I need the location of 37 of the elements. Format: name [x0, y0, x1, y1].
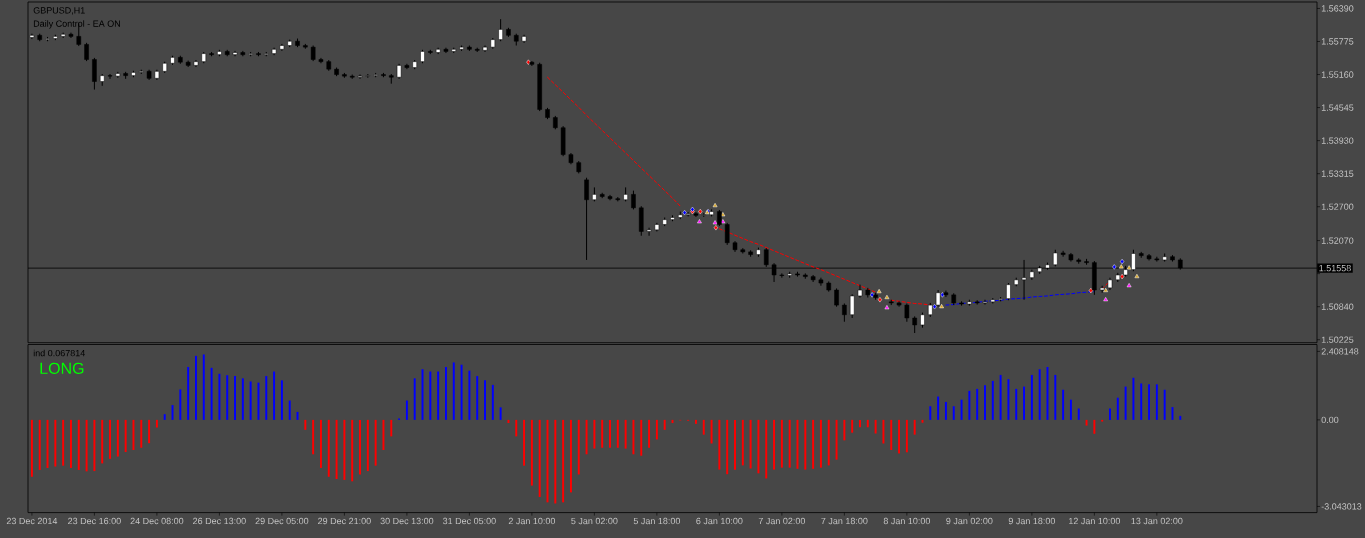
x-tick-label: 8 Jan 10:00	[883, 517, 931, 525]
x-tick-label: 7 Jan 02:00	[758, 517, 806, 525]
y-tick-label: 1.52700	[1321, 203, 1354, 210]
y-tick-label: -3.043013	[1321, 503, 1362, 510]
x-tick-label: 31 Dec 05:00	[442, 517, 496, 525]
x-tick-label: 13 Jan 02:00	[1131, 517, 1183, 525]
x-tick-label: 2 Jan 10:00	[508, 517, 556, 525]
x-tick-label: 23 Dec 2014	[6, 517, 58, 525]
x-tick-label: 29 Dec 05:00	[255, 517, 309, 525]
x-tick-label: 26 Dec 13:00	[193, 517, 246, 525]
y-tick-label: 2.408148	[1321, 348, 1359, 355]
y-tick-label: 1.50840	[1321, 303, 1354, 310]
x-tick-label: 9 Jan 02:00	[946, 517, 993, 525]
x-tick-label: 30 Dec 13:00	[380, 517, 434, 525]
y-tick-label: 0.00	[1321, 416, 1339, 424]
x-tick-label: 9 Jan 18:00	[1008, 517, 1056, 525]
x-tick-label: 29 Dec 21:00	[318, 517, 371, 525]
text: Daily Control - EA ON	[33, 20, 120, 29]
y-tick-label: 1.53930	[1321, 137, 1354, 144]
x-tick-label: 6 Jan 10:00	[696, 517, 743, 525]
y-tick-label: 1.53315	[1321, 170, 1354, 177]
y-tick-label: 1.55160	[1321, 71, 1354, 78]
chart-title: GBPUSD,H1	[33, 7, 85, 15]
annotation: LONG	[40, 362, 84, 375]
x-tick-label: 12 Jan 10:00	[1069, 517, 1121, 525]
ref-line-label: 1.51558	[1319, 264, 1351, 272]
y-tick-label: 1.55775	[1321, 38, 1354, 45]
x-tick-label: 5 Jan 02:00	[571, 517, 618, 525]
y-tick-label: 1.50225	[1321, 336, 1354, 343]
y-tick-label: 1.54545	[1321, 104, 1354, 111]
x-tick-label: 7 Jan 18:00	[821, 517, 868, 525]
y-tick-label: 1.52070	[1321, 237, 1354, 244]
x-tick-label: 23 Dec 16:00	[68, 517, 121, 525]
y-tick-label: 1.56390	[1321, 5, 1354, 12]
chart-title: ind 0.067814	[33, 349, 85, 357]
x-tick-label: 5 Jan 18:00	[633, 517, 681, 525]
x-tick-label: 24 Dec 08:00	[130, 517, 184, 525]
